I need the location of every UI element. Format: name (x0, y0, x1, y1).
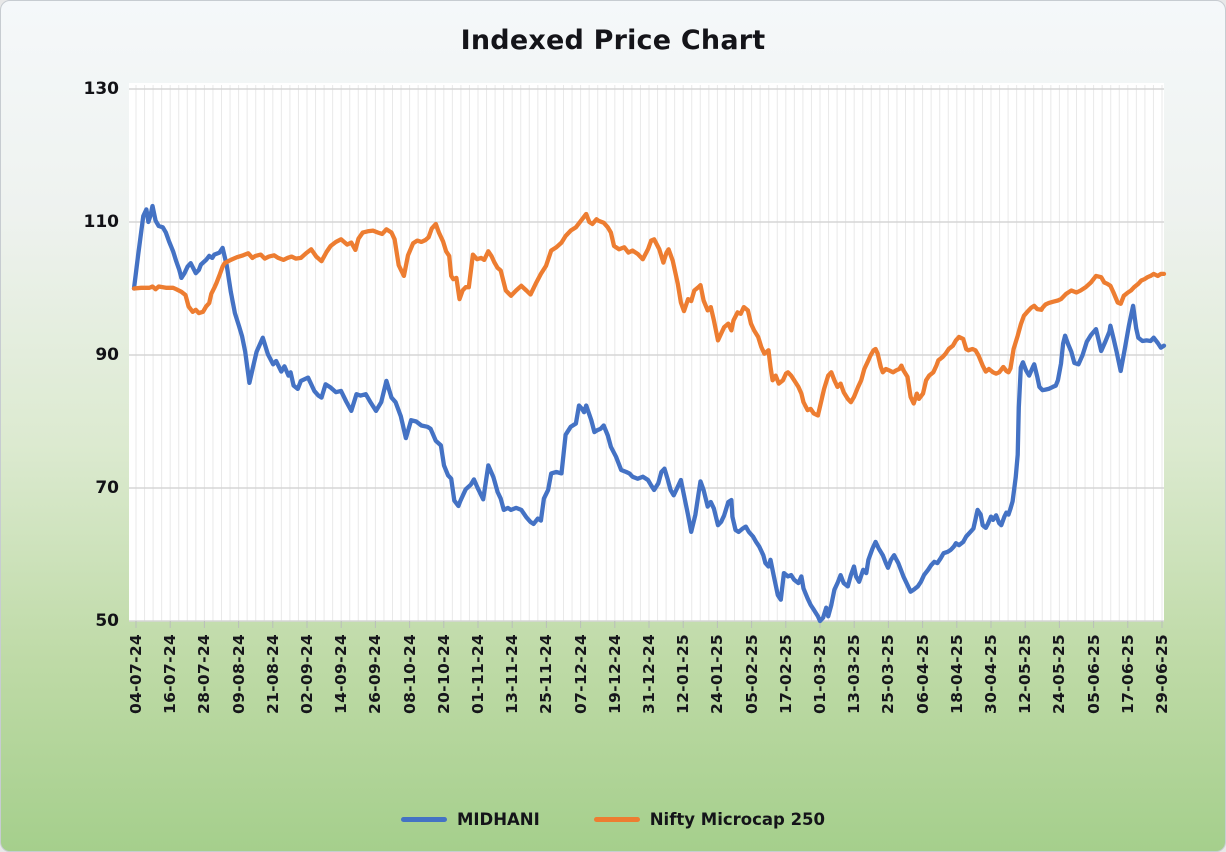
chart-legend: MIDHANI Nifty Microcap 250 (1, 801, 1225, 837)
vertical-gridlines (135, 85, 1163, 621)
legend-label: MIDHANI (456, 809, 540, 829)
horizontal-gridlines (129, 88, 1164, 622)
legend-label: Nifty Microcap 250 (649, 809, 826, 829)
nifty-microcap-250-line (131, 211, 1167, 418)
midhani-line (131, 203, 1167, 624)
legend-item-nifty-microcap-250[interactable]: Nifty Microcap 250 (593, 809, 826, 829)
legend-swatch-midhani (400, 816, 447, 822)
plot-background (129, 83, 1164, 621)
x-tick-marks (135, 621, 1163, 628)
chart-title: Indexed Price Chart (460, 25, 766, 56)
legend-item-midhani[interactable]: MIDHANI (400, 809, 540, 829)
legend-swatch-nifty-microcap-250 (593, 816, 640, 822)
